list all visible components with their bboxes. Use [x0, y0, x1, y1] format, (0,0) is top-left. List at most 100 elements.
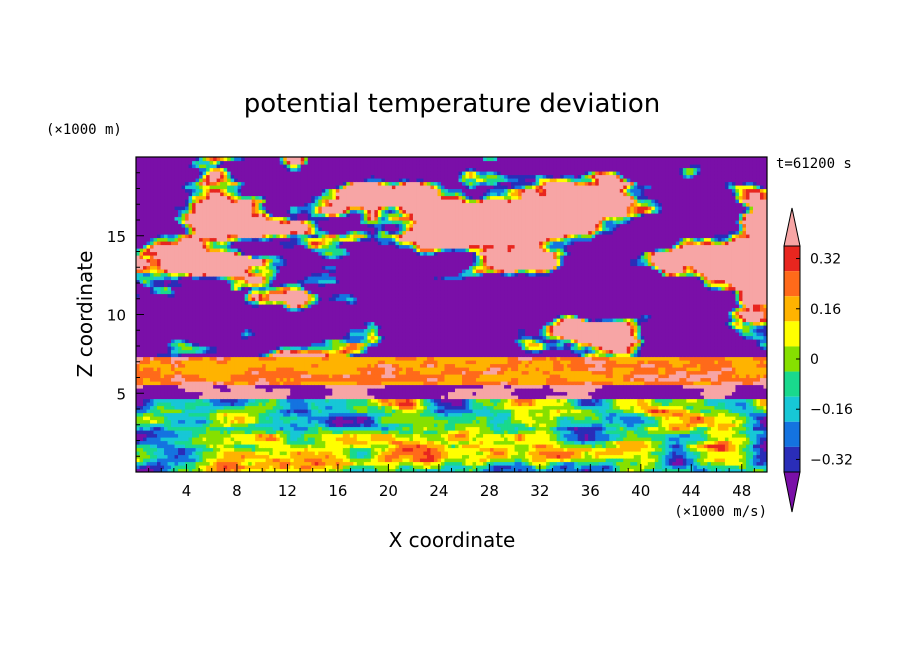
heatmap-cell [300, 213, 305, 218]
heatmap-cell [150, 223, 155, 228]
heatmap-cell [272, 384, 277, 389]
heatmap-cell [241, 342, 246, 347]
heatmap-cell [146, 412, 151, 417]
heatmap-cell [234, 272, 239, 277]
heatmap-cell [265, 192, 270, 197]
heatmap-cell [265, 234, 270, 239]
heatmap-cell [251, 230, 256, 235]
heatmap-cell [325, 381, 330, 386]
heatmap-cell [314, 160, 319, 165]
heatmap-cell [297, 223, 302, 228]
heatmap-cell [167, 440, 172, 445]
heatmap-cell [286, 213, 291, 218]
heatmap-cell [202, 220, 207, 225]
heatmap-cell [143, 192, 148, 197]
heatmap-cell [304, 468, 309, 472]
heatmap-cell [234, 388, 239, 393]
heatmap-cell [244, 290, 249, 295]
heatmap-cell [269, 468, 274, 472]
heatmap-cell [272, 160, 277, 165]
heatmap-cell [321, 461, 326, 466]
heatmap-cell [181, 269, 186, 274]
heatmap-cell [188, 269, 193, 274]
heatmap-cell [318, 423, 323, 428]
heatmap-cell [164, 412, 169, 417]
y-unit-label: (×1000 m) [46, 122, 122, 138]
heatmap-cell [283, 258, 288, 263]
heatmap-cell [202, 430, 207, 435]
heatmap-cell [258, 269, 263, 274]
heatmap-cell [227, 402, 232, 407]
heatmap-cell [199, 353, 204, 358]
heatmap-cell [262, 290, 267, 295]
heatmap-cell [314, 437, 319, 442]
heatmap-cell [139, 307, 144, 312]
heatmap-cell [255, 447, 260, 452]
heatmap-cell [314, 230, 319, 235]
heatmap-cell [174, 290, 179, 295]
heatmap-cell [290, 220, 295, 225]
heatmap-cell [244, 230, 249, 235]
heatmap-cell [206, 248, 211, 253]
heatmap-cell [153, 251, 158, 256]
heatmap-cell [178, 181, 183, 186]
heatmap-cell [279, 363, 284, 368]
heatmap-cell [286, 325, 291, 330]
heatmap-cell [202, 433, 207, 438]
heatmap-cell [265, 185, 270, 190]
heatmap-cell [272, 367, 277, 372]
heatmap-cell [244, 199, 249, 204]
heatmap-cell [300, 192, 305, 197]
heatmap-cell [311, 272, 316, 277]
heatmap-cell [230, 311, 235, 316]
heatmap-cell [244, 258, 249, 263]
heatmap-cell [188, 468, 193, 472]
heatmap-cell [325, 461, 330, 466]
heatmap-cell [192, 402, 197, 407]
heatmap-cell [234, 223, 239, 228]
heatmap-cell [304, 374, 309, 379]
heatmap-cell [269, 412, 274, 417]
heatmap-cell [234, 213, 239, 218]
heatmap-cell [150, 202, 155, 207]
heatmap-cell [227, 265, 232, 270]
heatmap-cell [307, 188, 312, 193]
heatmap-cell [202, 391, 207, 396]
heatmap-cell [171, 237, 176, 242]
heatmap-cell [171, 468, 176, 472]
heatmap-cell [276, 335, 281, 340]
heatmap-cell [164, 237, 169, 242]
heatmap-cell [206, 332, 211, 337]
heatmap-cell [223, 227, 228, 232]
heatmap-cell [223, 223, 228, 228]
heatmap-cell [164, 339, 169, 344]
heatmap-cell [283, 304, 288, 309]
heatmap-cell [195, 409, 200, 414]
heatmap-cell [293, 255, 298, 260]
heatmap-cell [234, 342, 239, 347]
heatmap-cell [269, 444, 274, 449]
heatmap-cell [143, 178, 148, 183]
heatmap-cell [276, 258, 281, 263]
heatmap-cell [300, 311, 305, 316]
heatmap-cell [304, 388, 309, 393]
heatmap-cell [153, 160, 158, 165]
heatmap-cell [248, 174, 253, 179]
heatmap-cell [304, 265, 309, 270]
heatmap-cell [255, 244, 260, 249]
heatmap-cell [311, 258, 316, 263]
heatmap-cell [300, 258, 305, 263]
heatmap-cell [223, 395, 228, 400]
heatmap-cell [283, 468, 288, 472]
heatmap-cell [286, 447, 291, 452]
heatmap-cell [279, 185, 284, 190]
heatmap-cell [216, 360, 221, 365]
heatmap-cell [178, 465, 183, 470]
heatmap-cell [181, 405, 186, 410]
heatmap-cell [272, 328, 277, 333]
heatmap-cell [241, 384, 246, 389]
heatmap-cell [185, 286, 190, 291]
heatmap-cell [164, 433, 169, 438]
heatmap-cell [262, 195, 267, 200]
heatmap-cell [181, 440, 186, 445]
